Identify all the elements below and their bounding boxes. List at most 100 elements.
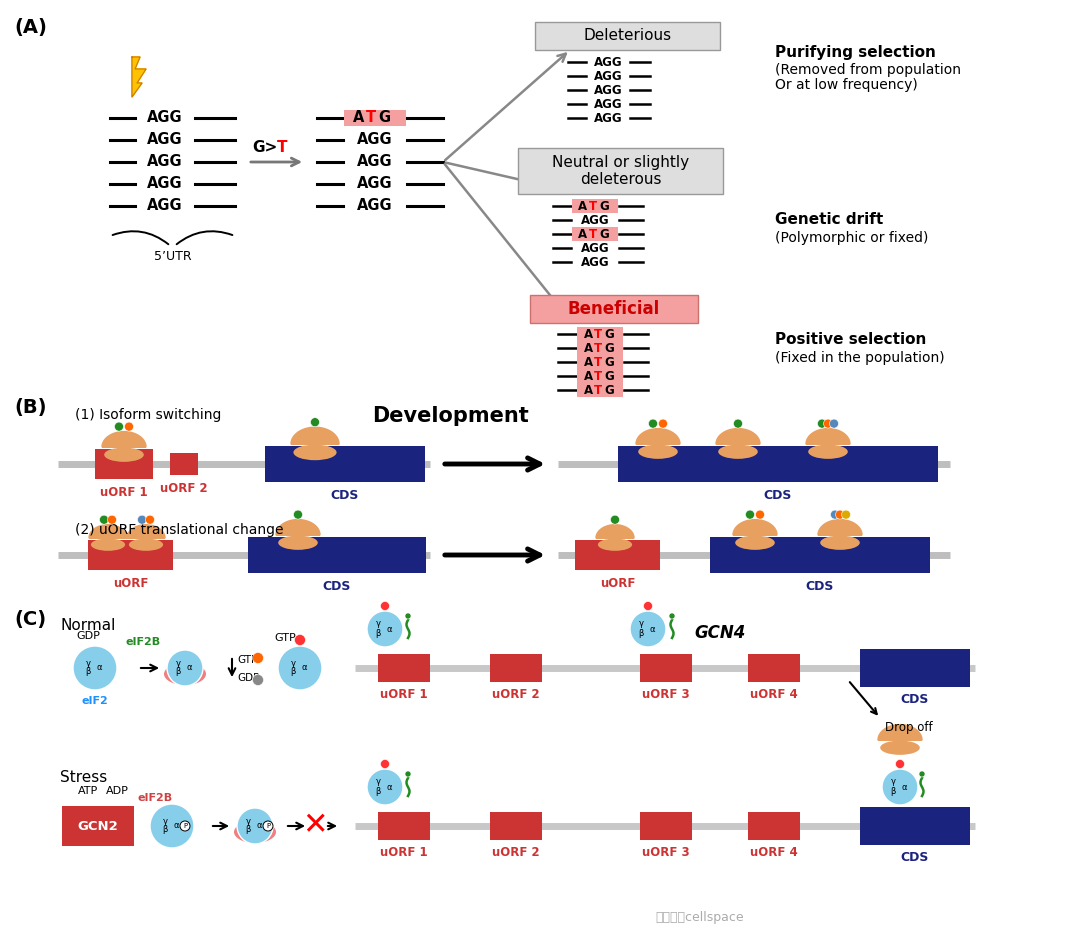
- Circle shape: [756, 511, 765, 519]
- Bar: [62, 806, 134, 846]
- Text: α: α: [173, 821, 179, 831]
- Text: Deleterious: Deleterious: [583, 28, 672, 43]
- Text: uORF 2: uORF 2: [492, 688, 540, 701]
- Text: uORF 3: uORF 3: [643, 846, 690, 859]
- Text: uORF 1: uORF 1: [380, 846, 428, 859]
- Circle shape: [669, 613, 675, 619]
- Ellipse shape: [129, 539, 163, 551]
- Bar: [530, 295, 698, 323]
- Text: uORF 1: uORF 1: [100, 486, 148, 499]
- Text: β: β: [85, 668, 91, 676]
- Text: GCN4: GCN4: [694, 624, 745, 642]
- Text: P: P: [183, 823, 187, 829]
- Text: β: β: [376, 628, 380, 638]
- Text: AGG: AGG: [594, 98, 622, 110]
- Circle shape: [380, 759, 390, 769]
- Text: eIF2B: eIF2B: [125, 637, 160, 647]
- Text: GCN2: GCN2: [78, 820, 119, 833]
- Bar: [618, 446, 939, 482]
- Polygon shape: [276, 520, 320, 535]
- Bar: [265, 446, 426, 482]
- Circle shape: [841, 511, 851, 519]
- Bar: [577, 355, 623, 369]
- Circle shape: [818, 419, 826, 428]
- Text: CDS: CDS: [764, 489, 793, 502]
- Text: GTP: GTP: [274, 633, 296, 643]
- Ellipse shape: [279, 536, 318, 550]
- Circle shape: [733, 419, 743, 428]
- Text: G: G: [604, 369, 613, 382]
- Text: T: T: [366, 110, 376, 125]
- Text: γ: γ: [85, 658, 91, 668]
- Circle shape: [367, 769, 403, 805]
- Text: AGG: AGG: [594, 111, 622, 124]
- Bar: [640, 654, 692, 682]
- Bar: [577, 341, 623, 355]
- Text: uORF: uORF: [599, 577, 635, 590]
- Bar: [572, 227, 618, 241]
- Text: G: G: [599, 228, 609, 240]
- Text: AGG: AGG: [581, 214, 609, 226]
- Text: G: G: [604, 355, 613, 368]
- Ellipse shape: [234, 821, 276, 843]
- Text: G>: G>: [253, 140, 278, 155]
- Text: uORF 4: uORF 4: [751, 688, 798, 701]
- Text: α: α: [256, 821, 261, 831]
- Ellipse shape: [718, 445, 758, 459]
- Text: β: β: [638, 628, 644, 638]
- Text: A: A: [579, 200, 588, 213]
- Text: γ: γ: [162, 817, 167, 825]
- Text: G: G: [599, 200, 609, 213]
- Text: A: A: [353, 110, 365, 125]
- Text: eIF2: eIF2: [82, 696, 108, 706]
- Text: T: T: [594, 369, 602, 382]
- Circle shape: [824, 419, 833, 428]
- Text: A: A: [583, 383, 593, 397]
- Circle shape: [405, 613, 411, 619]
- Text: AGG: AGG: [357, 199, 393, 214]
- Bar: [170, 453, 198, 475]
- Text: AGG: AGG: [147, 154, 183, 170]
- Circle shape: [167, 650, 203, 686]
- Text: AGG: AGG: [147, 133, 183, 148]
- Text: AGG: AGG: [357, 176, 393, 191]
- Circle shape: [610, 515, 620, 524]
- Ellipse shape: [808, 445, 848, 459]
- Text: AGG: AGG: [147, 199, 183, 214]
- Polygon shape: [733, 520, 777, 535]
- Circle shape: [745, 511, 755, 519]
- Circle shape: [405, 771, 411, 777]
- Text: AGG: AGG: [147, 110, 183, 125]
- Text: (1) Isoform switching: (1) Isoform switching: [75, 408, 221, 422]
- Bar: [345, 110, 406, 126]
- Circle shape: [278, 646, 322, 690]
- Text: G: G: [604, 328, 613, 340]
- Circle shape: [659, 419, 667, 428]
- Polygon shape: [127, 525, 165, 538]
- Bar: [248, 537, 426, 573]
- Ellipse shape: [735, 536, 774, 550]
- Circle shape: [253, 674, 264, 686]
- Circle shape: [648, 419, 658, 428]
- Ellipse shape: [294, 445, 337, 461]
- Bar: [577, 383, 623, 397]
- Circle shape: [180, 821, 190, 831]
- Text: uORF 2: uORF 2: [492, 846, 540, 859]
- Polygon shape: [818, 520, 862, 535]
- Text: (Fixed in the population): (Fixed in the population): [775, 351, 945, 365]
- Text: A: A: [579, 228, 588, 240]
- Text: ADP: ADP: [106, 786, 129, 796]
- Text: γ: γ: [291, 658, 296, 668]
- Text: CDS: CDS: [323, 580, 351, 593]
- Text: AGG: AGG: [581, 241, 609, 254]
- Text: G: G: [604, 342, 613, 354]
- Bar: [490, 812, 542, 840]
- Text: T: T: [589, 200, 597, 213]
- Circle shape: [295, 635, 306, 645]
- Bar: [378, 812, 430, 840]
- Text: α: α: [186, 663, 192, 673]
- Text: AGG: AGG: [594, 70, 622, 83]
- Bar: [860, 649, 970, 687]
- Circle shape: [831, 511, 839, 519]
- Text: A: A: [583, 328, 593, 340]
